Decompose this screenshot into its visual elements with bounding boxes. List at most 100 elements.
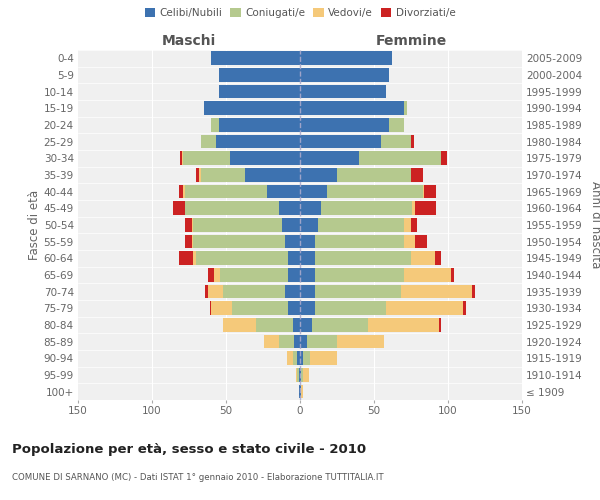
Bar	[300, 202, 412, 215]
Bar	[196, 252, 300, 265]
Bar	[300, 268, 315, 282]
Bar	[223, 318, 300, 332]
Bar	[300, 218, 417, 232]
Bar	[173, 202, 300, 215]
Bar	[300, 385, 303, 398]
Bar	[199, 168, 300, 182]
Bar	[211, 118, 300, 132]
Bar	[297, 368, 300, 382]
Bar	[300, 235, 415, 248]
Bar	[300, 352, 303, 365]
Bar	[214, 268, 300, 282]
Bar	[299, 385, 300, 398]
Bar	[201, 135, 300, 148]
Bar	[193, 235, 300, 248]
Bar	[300, 285, 475, 298]
Bar	[300, 335, 385, 348]
Bar	[256, 318, 300, 332]
Bar	[204, 102, 300, 115]
Bar	[300, 202, 415, 215]
Bar	[300, 152, 359, 165]
Bar	[300, 102, 407, 115]
Bar	[300, 302, 463, 315]
Bar	[300, 302, 386, 315]
Bar	[183, 185, 300, 198]
Bar	[179, 185, 300, 198]
Bar	[300, 52, 392, 65]
Bar	[245, 168, 300, 182]
Bar	[300, 335, 385, 348]
Bar	[218, 85, 300, 98]
Bar	[279, 202, 300, 215]
Text: COMUNE DI SARNANO (MC) - Dati ISTAT 1° gennaio 2010 - Elaborazione TUTTITALIA.IT: COMUNE DI SARNANO (MC) - Dati ISTAT 1° g…	[12, 472, 383, 482]
Bar	[211, 118, 300, 132]
Text: Popolazione per età, sesso e stato civile - 2010: Popolazione per età, sesso e stato civil…	[12, 442, 366, 456]
Bar	[211, 52, 300, 65]
Bar	[211, 52, 300, 65]
Bar	[285, 235, 300, 248]
Bar	[300, 352, 337, 365]
Bar	[300, 135, 411, 148]
Bar	[300, 118, 404, 132]
Bar	[185, 202, 300, 215]
Bar	[282, 218, 300, 232]
Y-axis label: Fasce di età: Fasce di età	[28, 190, 41, 260]
Bar	[223, 318, 300, 332]
Bar	[300, 202, 436, 215]
Bar	[180, 152, 300, 165]
Bar	[287, 352, 300, 365]
Bar	[218, 68, 300, 82]
Bar	[185, 185, 300, 198]
Bar	[300, 385, 301, 398]
Bar	[300, 52, 392, 65]
Y-axis label: Anni di nascita: Anni di nascita	[589, 182, 600, 268]
Bar	[300, 252, 411, 265]
Bar	[300, 118, 404, 132]
Bar	[300, 268, 404, 282]
Bar	[285, 285, 300, 298]
Bar	[185, 218, 300, 232]
Bar	[300, 52, 392, 65]
Bar	[179, 252, 300, 265]
Bar	[185, 235, 300, 248]
Bar	[300, 368, 301, 382]
Bar	[300, 218, 411, 232]
Bar	[300, 235, 404, 248]
Bar	[218, 85, 300, 98]
Bar	[300, 218, 318, 232]
Bar	[300, 102, 407, 115]
Bar	[300, 68, 389, 82]
Bar	[288, 302, 300, 315]
Bar	[218, 68, 300, 82]
Bar	[204, 102, 300, 115]
Bar	[300, 235, 315, 248]
Bar	[210, 302, 300, 315]
Bar	[288, 268, 300, 282]
Bar	[211, 52, 300, 65]
Bar	[300, 235, 427, 248]
Bar	[193, 218, 300, 232]
Bar	[299, 385, 300, 398]
Legend: Celibi/Nubili, Coniugati/e, Vedovi/e, Divorziati/e: Celibi/Nubili, Coniugati/e, Vedovi/e, Di…	[142, 5, 458, 21]
Bar	[300, 268, 454, 282]
Bar	[204, 102, 300, 115]
Bar	[300, 352, 310, 365]
Bar	[300, 285, 472, 298]
Bar	[232, 302, 300, 315]
Bar	[208, 268, 300, 282]
Bar	[211, 118, 300, 132]
Bar	[201, 135, 300, 148]
Bar	[215, 135, 300, 148]
Bar	[218, 118, 300, 132]
Bar	[300, 85, 386, 98]
Bar	[300, 252, 434, 265]
Bar	[196, 168, 300, 182]
Bar	[218, 85, 300, 98]
Bar	[300, 218, 404, 232]
Bar	[300, 385, 301, 398]
Bar	[279, 335, 300, 348]
Bar	[300, 368, 309, 382]
Bar	[300, 135, 382, 148]
Bar	[300, 85, 386, 98]
Bar	[300, 118, 404, 132]
